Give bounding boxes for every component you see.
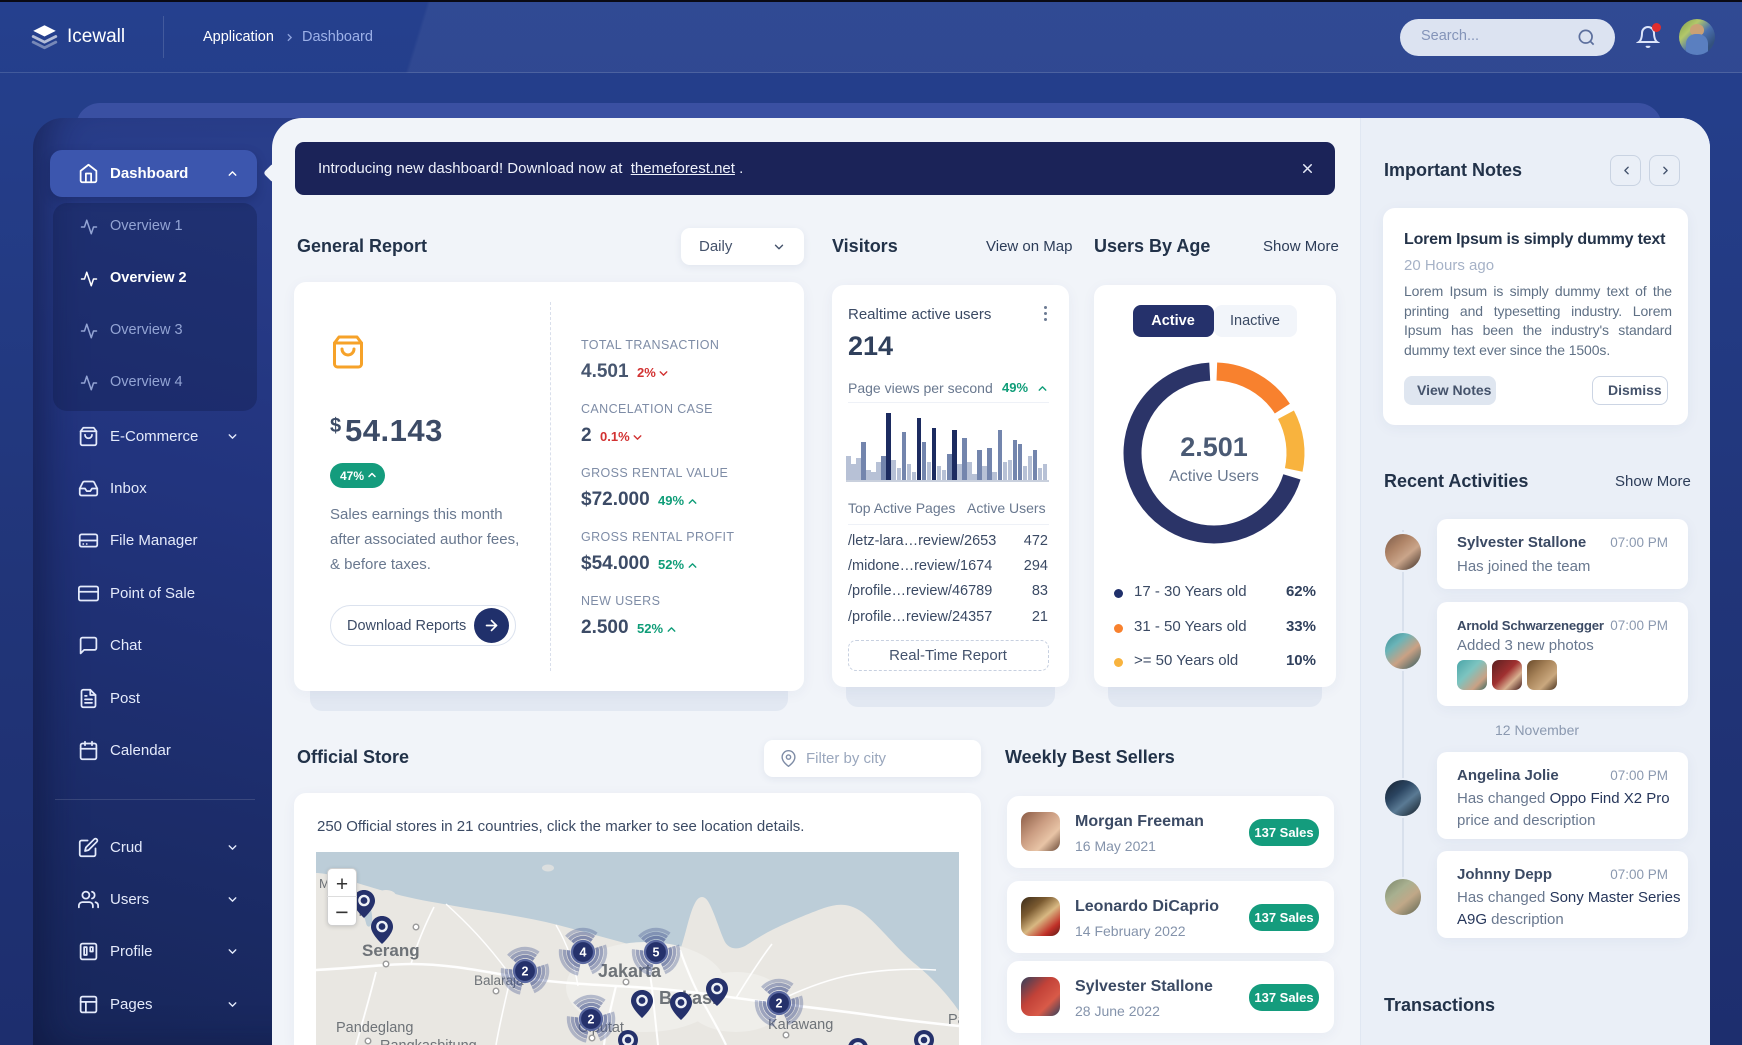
svg-text:Karawang: Karawang bbox=[768, 1017, 833, 1033]
svg-text:2: 2 bbox=[776, 997, 783, 1011]
svg-text:Par: Par bbox=[948, 1012, 959, 1028]
svg-text:4: 4 bbox=[580, 946, 587, 960]
svg-text:Serang: Serang bbox=[362, 941, 420, 960]
svg-text:Jakarta: Jakarta bbox=[598, 961, 662, 981]
svg-text:5: 5 bbox=[653, 946, 660, 960]
svg-text:2: 2 bbox=[588, 1013, 595, 1027]
svg-text:M: M bbox=[319, 876, 330, 891]
svg-text:Pandeglang: Pandeglang bbox=[336, 1020, 413, 1036]
svg-text:2: 2 bbox=[522, 965, 529, 979]
svg-text:Rangkasbitung: Rangkasbitung bbox=[380, 1038, 477, 1045]
